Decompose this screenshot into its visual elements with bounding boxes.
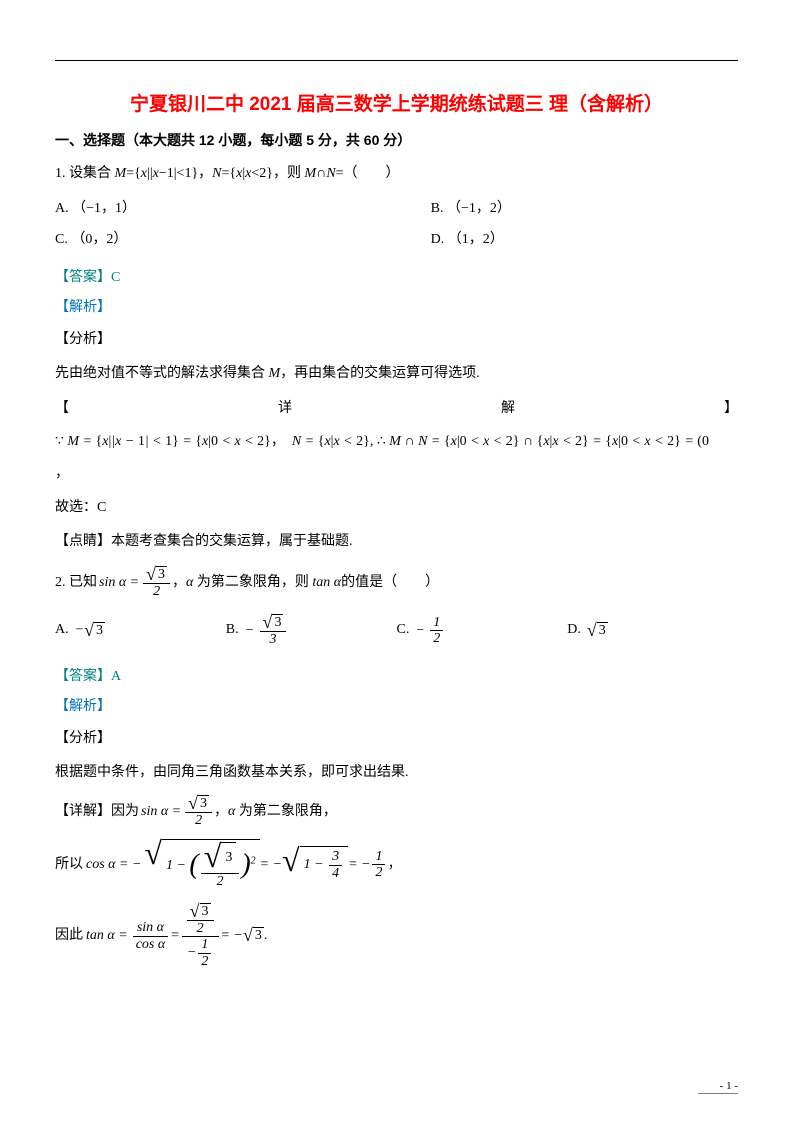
q2-comma: ， [387, 851, 401, 879]
q2-d-val: √3 [587, 622, 608, 639]
q2-options: A. −√3 B. − √3 3 C. − 12 D. √3 [55, 614, 738, 647]
q1-detail-close: 】 [724, 394, 738, 425]
q1-option-a: A. （−1，1） [55, 194, 431, 225]
q1-analysis-label: 【解析】 [55, 296, 738, 316]
q2-option-d: D. √3 [567, 622, 738, 639]
q2-stem-mid: ，α 为第二象限角，则 tan α [172, 569, 341, 597]
q2-period: . [264, 922, 268, 950]
q2-tan-line: 因此 tan α = sin α cos α = √32 −12 = −√3 . [55, 903, 738, 969]
q2-stack-frac: √32 −12 [182, 903, 219, 969]
q2-so-pre: 所以 [55, 851, 83, 879]
q1-stem-text: 1. 设集合 M={x||x−1|<1}，N={x|x<2}，则 M∩N=（ ） [55, 166, 400, 181]
q2-a-label: A. [55, 622, 69, 638]
q2-sin-over-cos: sin α cos α [133, 920, 169, 952]
q2-detail-frac: √3 2 [185, 795, 212, 828]
page-number: - 1 - [720, 1080, 738, 1092]
q1-option-d: D. （1，2） [431, 225, 738, 256]
q1-comma: ， [55, 460, 738, 488]
q1-sub-label: 【分析】 [55, 326, 738, 354]
footer-rule [698, 1093, 738, 1094]
document-title: 宁夏银川二中 2021 届高三数学上学期统练试题三 理（含解析） [55, 89, 738, 116]
q2-eq4: = −√3 [221, 922, 264, 950]
q2-sin-eq: sin α = [99, 569, 139, 597]
q1-dianjing: 【点睛】本题考查集合的交集运算，属于基础题. [55, 528, 738, 556]
q1-analysis-text: 先由绝对值不等式的解法求得集合 M，再由集合的交集运算可得选项. [55, 360, 738, 388]
q2-b-label: B. [226, 622, 239, 638]
q2-big-sqrt2: √ 1 − 34 [282, 846, 348, 883]
q2-eq3: = [170, 922, 179, 950]
q2-c-val: − 12 [415, 615, 445, 647]
q2-a-val: −√3 [75, 622, 105, 639]
q1-detail-open: 【 [55, 394, 69, 425]
section-header: 一、选择题（本大题共 12 小题，每小题 5 分，共 60 分） [55, 130, 738, 150]
q2-analysis-label: 【解析】 [55, 695, 738, 715]
q2-half: 12 [372, 849, 385, 881]
q1-options-row1: A. （−1，1） B. （−1，2） [55, 194, 738, 225]
q1-stem: 1. 设集合 M={x||x−1|<1}，N={x|x<2}，则 M∩N=（ ） [55, 160, 738, 188]
q2-detail-sin: sin α = [141, 798, 181, 826]
q1-detail-header: 【 详 解 】 [55, 394, 738, 425]
q1-option-b: B. （−1，2） [431, 194, 738, 225]
q1-options-row2: C. （0，2） D. （1，2） [55, 225, 738, 256]
q2-b-val: − √3 3 [245, 614, 289, 647]
q2-stem-pre: 2. 已知 [55, 569, 97, 597]
q2-cos-line: 所以 cos α = − √ 1 − (√32)2 = − √ 1 − 34 =… [55, 839, 738, 891]
q2-option-c: C. − 12 [397, 615, 568, 647]
q2-stem-post: 的值是（ ） [341, 569, 439, 597]
q1-formula: ∵ M = {x||x − 1| < 1} = {x|0 < x < 2}， N… [55, 430, 738, 450]
q2-c-label: C. [397, 622, 410, 638]
q1-option-c: C. （0，2） [55, 225, 431, 256]
q2-d-label: D. [567, 622, 581, 638]
q2-cos-lhs: cos α = − [86, 851, 141, 879]
top-rule [55, 60, 738, 61]
q1-answer: 【答案】C [55, 266, 738, 286]
q2-thus-pre: 因此 [55, 922, 83, 950]
q1-detail-mid1: 详 [278, 394, 292, 425]
q2-eq1: = − [260, 851, 282, 879]
q2-analysis-text: 根据题中条件，由同角三角函数基本关系，即可求出结果. [55, 759, 738, 787]
q2-stem: 2. 已知 sin α = √3 2 ，α 为第二象限角，则 tan α 的值是… [55, 566, 738, 599]
q1-detail-mid2: 解 [501, 394, 515, 425]
q2-detail-post: ，α 为第二象限角， [214, 798, 337, 826]
page: 宁夏银川二中 2021 届高三数学上学期统练试题三 理（含解析） 一、选择题（本… [0, 0, 793, 1122]
q2-answer: 【答案】A [55, 665, 738, 685]
q2-big-sqrt1: √ 1 − (√32)2 [144, 839, 259, 891]
q2-option-b: B. − √3 3 [226, 614, 397, 647]
q2-detail-line: 【详解】因为 sin α = √3 2 ，α 为第二象限角， [55, 795, 738, 828]
q2-sub-label: 【分析】 [55, 725, 738, 753]
q2-option-a: A. −√3 [55, 622, 226, 639]
q2-tan-eq: tan α = [86, 922, 128, 950]
q1-so: 故选：C [55, 494, 738, 522]
q2-sin-frac: √3 2 [143, 566, 170, 599]
q2-eq2: = − [348, 851, 370, 879]
q2-detail-pre: 【详解】因为 [55, 798, 139, 826]
